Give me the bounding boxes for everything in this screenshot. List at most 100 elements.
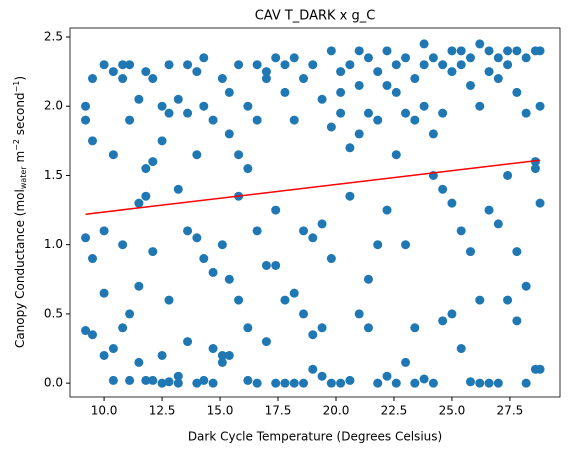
point (535, 198, 545, 208)
point (326, 46, 336, 56)
point (419, 101, 429, 111)
x-tick-label: 22.5 (381, 404, 408, 418)
point (164, 295, 174, 305)
point (271, 378, 281, 388)
point (493, 219, 503, 229)
point (363, 53, 373, 63)
point (173, 378, 183, 388)
x-tick-label: 17.5 (265, 404, 292, 418)
point (354, 46, 364, 56)
point (382, 205, 392, 215)
point (456, 60, 466, 70)
point (134, 198, 144, 208)
point (345, 143, 355, 153)
point (157, 136, 167, 146)
point (401, 53, 411, 63)
point (373, 240, 383, 250)
point (428, 378, 438, 388)
point (118, 74, 128, 84)
point (428, 53, 438, 63)
point (271, 260, 281, 270)
point (234, 150, 244, 160)
point (125, 115, 135, 125)
point (141, 375, 151, 385)
point (354, 80, 364, 90)
point (299, 226, 309, 236)
point (512, 46, 522, 56)
point (289, 378, 299, 388)
point (134, 357, 144, 367)
point (317, 323, 327, 333)
point (363, 274, 373, 284)
point (141, 191, 151, 201)
point (208, 344, 218, 354)
point (503, 170, 513, 180)
point (438, 108, 448, 118)
point (118, 323, 128, 333)
trend-line (85, 159, 541, 215)
point (530, 164, 540, 174)
point (363, 323, 373, 333)
point (224, 87, 234, 97)
point (317, 94, 327, 104)
point (199, 101, 209, 111)
point (108, 150, 118, 160)
point (345, 60, 355, 70)
point (512, 87, 522, 97)
point (125, 309, 135, 319)
point (183, 337, 193, 347)
point (280, 378, 290, 388)
point (87, 330, 97, 340)
point (271, 53, 281, 63)
point (336, 108, 346, 118)
y-tick-label: 0.5 (44, 306, 63, 320)
point (410, 74, 420, 84)
point (391, 60, 401, 70)
point (217, 357, 227, 367)
point (148, 74, 158, 84)
point (326, 378, 336, 388)
point (308, 330, 318, 340)
point (401, 240, 411, 250)
point (447, 309, 457, 319)
point (391, 378, 401, 388)
point (148, 247, 158, 257)
point (81, 115, 91, 125)
point (243, 375, 253, 385)
point (456, 46, 466, 56)
y-tick-label: 0.0 (44, 376, 63, 390)
point (336, 67, 346, 77)
point (354, 309, 364, 319)
point (271, 205, 281, 215)
point (484, 46, 494, 56)
point (308, 60, 318, 70)
point (521, 108, 531, 118)
point (512, 247, 522, 257)
point (164, 377, 174, 387)
point (99, 60, 109, 70)
point (428, 129, 438, 139)
point (484, 205, 494, 215)
point (217, 74, 227, 84)
point (410, 115, 420, 125)
point (224, 274, 234, 284)
point (217, 350, 227, 360)
point (280, 295, 290, 305)
point (447, 198, 457, 208)
point (157, 378, 167, 388)
point (391, 150, 401, 160)
point (308, 364, 318, 374)
point (108, 67, 118, 77)
point (208, 267, 218, 277)
point (419, 60, 429, 70)
plot-frame (69, 27, 561, 398)
point (382, 80, 392, 90)
point (192, 378, 202, 388)
point (118, 240, 128, 250)
point (336, 87, 346, 97)
point (261, 260, 271, 270)
point (512, 316, 522, 326)
point (99, 350, 109, 360)
point (243, 101, 253, 111)
point (261, 74, 271, 84)
